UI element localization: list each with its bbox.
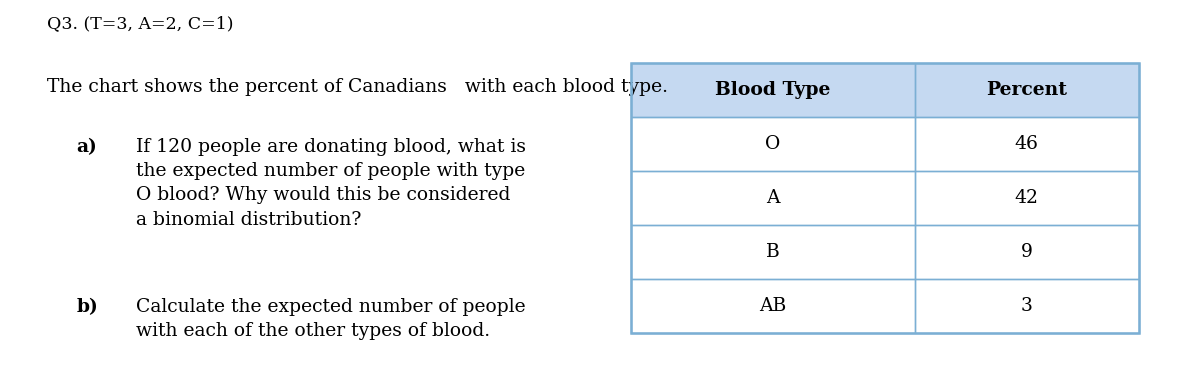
Text: a): a) [77, 138, 98, 155]
Text: 42: 42 [1015, 189, 1038, 207]
Bar [631, 171, 914, 225]
Text: b): b) [77, 298, 98, 315]
Bar [914, 225, 1139, 279]
Text: Calculate the expected number of people
with each of the other types of blood.: Calculate the expected number of people … [136, 298, 525, 340]
Bar [631, 63, 1139, 117]
Bar [631, 225, 914, 279]
Text: B: B [766, 243, 780, 261]
Text: The chart shows the percent of Canadians   with each blood type.: The chart shows the percent of Canadians… [47, 78, 668, 96]
Text: Blood Type: Blood Type [715, 81, 831, 99]
Text: If 120 people are donating blood, what is
the expected number of people with typ: If 120 people are donating blood, what i… [136, 138, 526, 228]
Text: Percent: Percent [986, 81, 1067, 99]
Bar [631, 63, 914, 117]
Bar [914, 117, 1139, 171]
Text: O: O [766, 135, 780, 153]
Text: 46: 46 [1015, 135, 1038, 153]
Bar [914, 63, 1139, 117]
Bar [631, 63, 1139, 333]
Bar [631, 117, 914, 171]
Bar [631, 279, 914, 333]
Text: AB: AB [759, 297, 787, 315]
Text: Q3. (T=3, A=2, C=1): Q3. (T=3, A=2, C=1) [47, 15, 234, 32]
Bar [914, 171, 1139, 225]
Text: 3: 3 [1021, 297, 1032, 315]
Text: A: A [766, 189, 780, 207]
Bar [914, 279, 1139, 333]
Text: 9: 9 [1021, 243, 1032, 261]
